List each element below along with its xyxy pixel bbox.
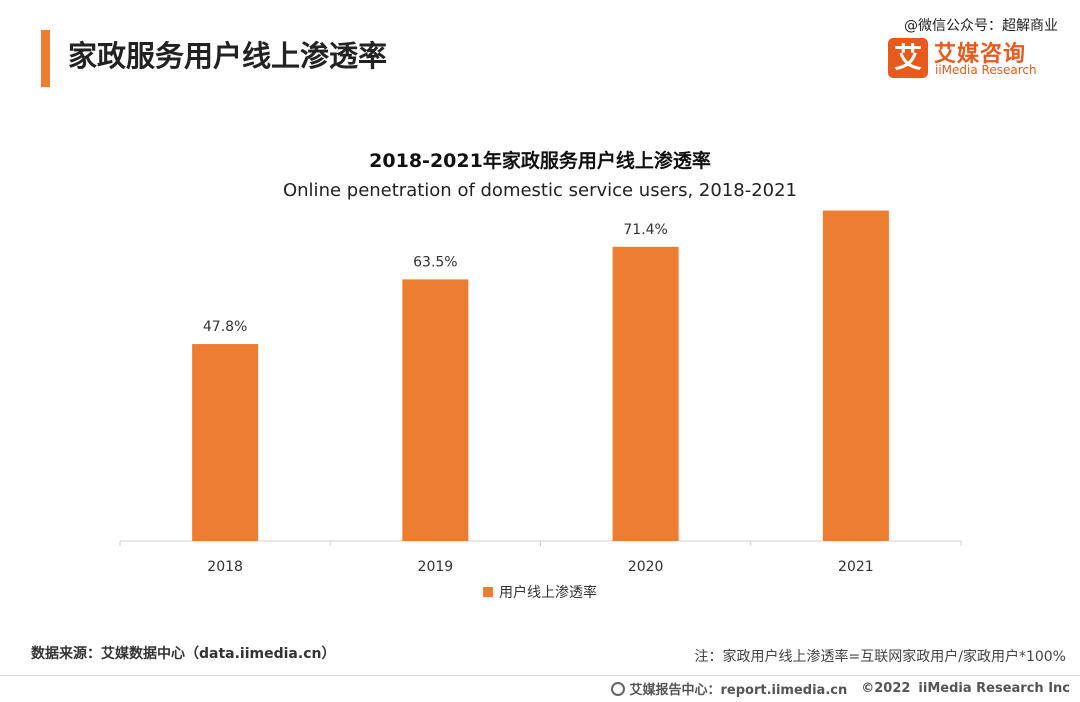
chart-legend: 用户线上渗透率: [483, 582, 597, 602]
logo-mark-icon: 艾: [888, 38, 928, 78]
bar-chart: 47.8% 2018 63.5% 2019 71.4% 2020 80.2% 2021: [119, 200, 962, 575]
x-tick-label: 2019: [418, 559, 454, 575]
data-source: 数据来源：艾媒数据中心（data.iimedia.cn）: [31, 646, 336, 662]
data-label: 71.4%: [623, 222, 667, 238]
chart-title: 2018-2021年家政服务用户线上渗透率: [369, 150, 711, 172]
logo-text-cn: 艾媒咨询: [934, 42, 1027, 67]
logo-text-en: iiMedia Research: [935, 63, 1037, 77]
footer-report-link[interactable]: 艾媒报告中心：report.iimedia.cn: [629, 683, 848, 698]
data-label: 63.5%: [413, 254, 457, 270]
page-title: 家政服务用户线上渗透率: [68, 39, 388, 73]
legend-label: 用户线上渗透率: [499, 585, 597, 601]
footnote: 注：家政用户线上渗透率=互联网家政用户/家政用户*100%: [694, 649, 1066, 665]
footer-copyright: ©2022: [861, 681, 911, 696]
bar-2020: [612, 246, 679, 541]
bar-2021: [822, 210, 889, 542]
globe-icon: [611, 681, 626, 696]
legend-swatch: [483, 587, 493, 597]
bar-2019: [402, 279, 469, 541]
iimedia-logo: 艾 艾媒咨询 iiMedia Research: [878, 38, 1058, 82]
footer-brand: iiMedia Research Inc: [918, 681, 1070, 696]
bar-2018: [192, 344, 259, 541]
watermark: @微信公众号：超解商业: [904, 18, 1058, 34]
chart-subtitle: Online penetration of domestic service u…: [282, 180, 798, 201]
x-tick-label: 2021: [838, 559, 874, 575]
x-tick-label: 2018: [207, 559, 243, 575]
title-accent-bar: [41, 30, 50, 87]
data-label: 47.8%: [203, 319, 247, 335]
x-tick-label: 2020: [628, 559, 664, 575]
footer-divider: [0, 675, 1080, 676]
footer: 艾媒报告中心：report.iimedia.cn ©2022 iiMedia R…: [611, 679, 1070, 698]
data-label: 80.2%: [834, 200, 878, 202]
